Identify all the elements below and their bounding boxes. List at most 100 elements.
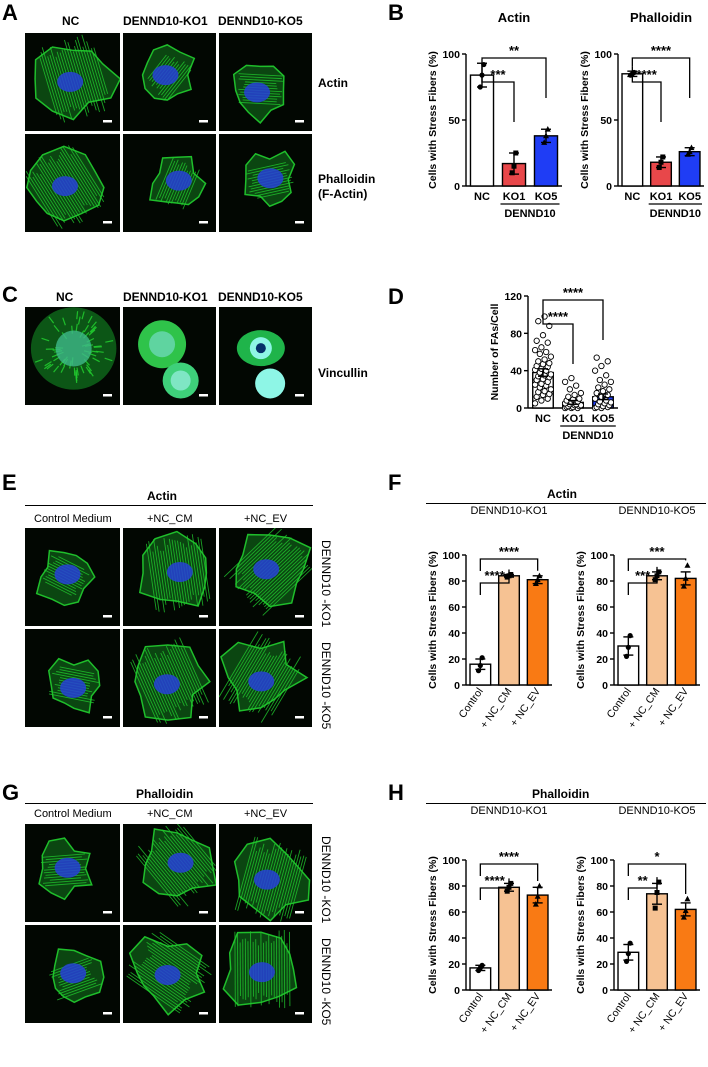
chart-title: Actin	[498, 10, 531, 25]
scale-bar	[199, 1012, 208, 1015]
x-tick-label: Control	[457, 686, 486, 721]
y-tick-label: 40	[510, 366, 522, 378]
row-label-phalloidin: Phalloidin (F-Actin)	[318, 172, 376, 201]
significance-bracket	[631, 57, 691, 98]
panel-label-b: B	[388, 0, 404, 25]
y-tick-label: 0	[454, 985, 460, 997]
y-tick-label: 50	[600, 115, 612, 127]
scale-bar	[199, 716, 208, 719]
data-point	[541, 356, 548, 363]
scale-bar	[295, 1012, 304, 1015]
bar--nc-cm	[497, 886, 521, 991]
x-tick-label: KO1	[503, 191, 526, 203]
data-point	[684, 895, 691, 902]
chart-f-ko5: DENND10-KO5 Cells with Stress Fibers (%) 0…	[575, 505, 700, 731]
data-point	[543, 348, 550, 356]
data-point	[538, 397, 545, 404]
y-tick-label: 40	[596, 933, 608, 945]
significance-label: ****	[499, 849, 520, 864]
micrograph-g-ko5-ev	[219, 925, 312, 1023]
x-tick-label: NC	[535, 413, 551, 425]
y-tick-label: 60	[596, 602, 608, 614]
y-tick-label: 60	[596, 907, 608, 919]
y-tick-label: 40	[596, 628, 608, 640]
data-point	[538, 344, 545, 351]
micrograph-image	[219, 631, 309, 723]
x-tick-label: KO1	[562, 413, 585, 425]
significance-bracket	[627, 863, 687, 894]
micrograph-image	[38, 837, 112, 914]
significance-bracket	[479, 878, 510, 900]
data-point	[532, 901, 539, 907]
significance-label: ****	[637, 67, 658, 82]
scale-bar	[295, 120, 304, 123]
y-tick-label: 20	[448, 654, 460, 666]
x-tick-label: Control	[605, 991, 634, 1026]
panel-f-title-rule	[426, 503, 706, 504]
data-point	[509, 170, 515, 176]
y-tick-label: 0	[602, 680, 608, 692]
significance-label: ****	[651, 43, 672, 58]
panel-g-title: Phalloidin	[136, 787, 194, 801]
data-point	[547, 371, 555, 378]
bar--nc-cm	[497, 575, 521, 686]
micrograph-a-ko1-phalloidin	[123, 134, 216, 232]
data-point	[573, 382, 580, 389]
data-point	[684, 562, 691, 568]
chart-f-ko1: DENND10-KO1 Cells with Stress Fibers (%) 0…	[427, 505, 552, 731]
data-point	[656, 879, 662, 885]
y-axis-label: Number of FAs/Cell	[489, 303, 501, 400]
y-axis-label: Cells with Stress Fibers (%)	[427, 551, 439, 689]
micrograph-e-ko1-ev	[219, 528, 312, 626]
group-label: DENND10	[504, 208, 555, 220]
micrograph-image	[232, 64, 304, 124]
data-point	[531, 400, 539, 407]
data-point	[591, 367, 599, 374]
scale-bar	[103, 1012, 112, 1015]
bar--nc-ev	[674, 908, 697, 991]
significance-bracket	[627, 566, 658, 595]
scale-bar	[199, 615, 208, 618]
row-label-e-ko5: DENND10 -KO5	[319, 642, 333, 730]
micrograph-a-nc-phalloidin	[25, 134, 120, 232]
significance-bracket	[479, 863, 539, 881]
chart-d-focal-adhesions: Number of FAs/Cell 0 40 80 120 NC KO1 KO5 DENND1…	[489, 285, 618, 442]
micrograph-image	[233, 836, 311, 922]
micrograph-image	[35, 549, 112, 618]
x-tick-label: KO5	[678, 191, 701, 203]
significance-label: ***	[635, 568, 651, 583]
micrograph-e-ko5-control	[25, 629, 120, 727]
data-point	[607, 378, 615, 386]
chart-b-phalloidin: Phalloidin Cells with Stress Fibers (%) 0 5…	[579, 10, 704, 220]
column-header-e-control: Control Medium	[34, 513, 112, 525]
significance-bracket	[479, 558, 539, 571]
y-tick-label: 100	[594, 49, 612, 61]
y-axis-label: Cells with Stress Fibers (%)	[427, 51, 439, 189]
y-tick-label: 100	[442, 49, 460, 61]
micrograph-g-ko1-ev	[219, 824, 312, 922]
micrograph-image	[136, 824, 216, 914]
micrograph-image	[244, 150, 304, 224]
y-tick-label: 20	[448, 959, 460, 971]
chart-title: DENND10-KO1	[470, 805, 547, 817]
panel-label-a: A	[2, 0, 18, 25]
micrograph-image	[30, 307, 117, 397]
significance-label: ****	[485, 568, 506, 583]
panel-label-f: F	[388, 470, 402, 495]
micrograph-a-ko5-actin	[219, 33, 312, 131]
data-point	[591, 395, 599, 402]
significance-bracket	[542, 311, 574, 364]
micrograph-image	[223, 528, 312, 618]
y-tick-label: 80	[448, 576, 460, 588]
data-point	[593, 354, 600, 361]
x-tick-label: Control	[605, 686, 634, 721]
scale-bar	[199, 120, 208, 123]
data-point	[595, 384, 602, 391]
scale-bar	[295, 615, 304, 618]
significance-label: **	[638, 873, 649, 888]
row-label-g-ko1: DENND10 -KO1	[319, 836, 333, 924]
micrograph-image	[25, 145, 112, 229]
y-tick-label: 120	[504, 291, 522, 303]
scale-bar	[103, 716, 112, 719]
panel-g-title-rule	[25, 803, 313, 804]
